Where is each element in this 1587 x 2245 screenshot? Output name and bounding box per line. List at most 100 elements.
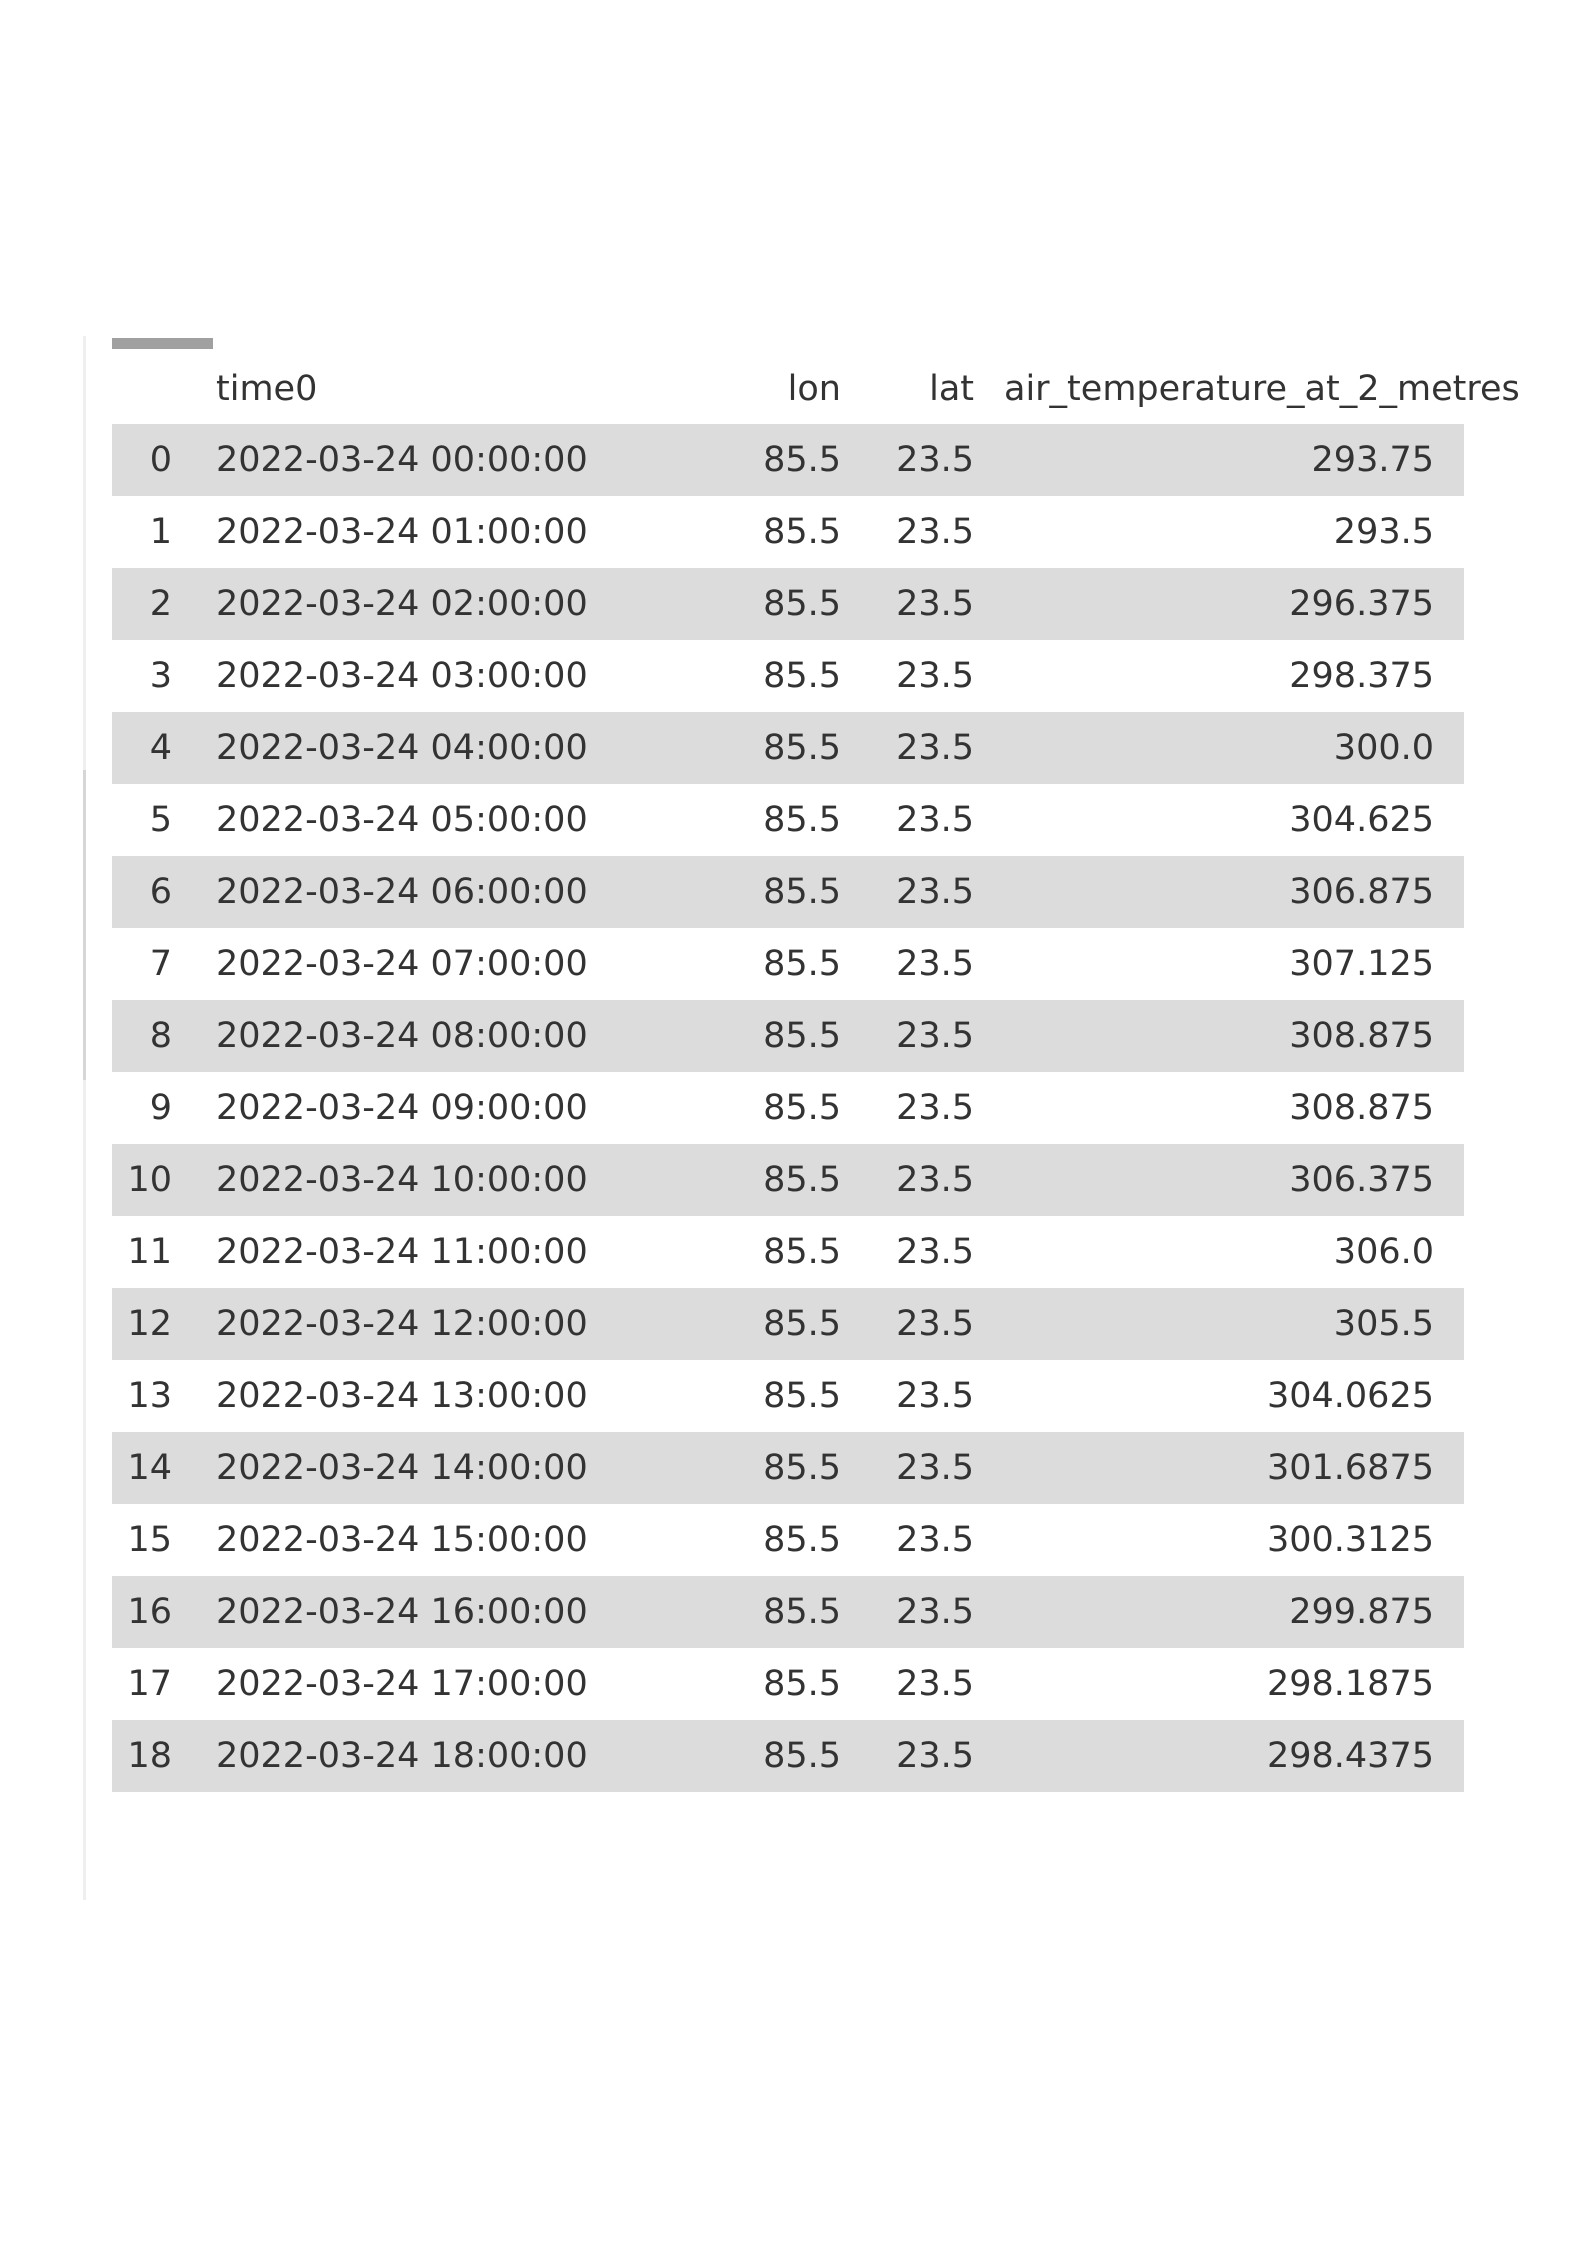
- cell-lon: 85.5: [763, 511, 841, 552]
- cell-lat: 23.5: [896, 1087, 974, 1128]
- cell-lat: 23.5: [896, 655, 974, 696]
- cell-index: 6: [149, 871, 172, 912]
- header-time0: time0: [216, 369, 318, 409]
- cell-lon: 85.5: [763, 1087, 841, 1128]
- cell-air-temperature: 306.875: [1289, 871, 1434, 912]
- cell-index: 0: [149, 439, 172, 480]
- cell-lat: 23.5: [896, 943, 974, 984]
- table-row: 10 2022-03-24 10:00:00 85.5 23.5 306.375: [112, 1144, 1464, 1216]
- cell-time0: 2022-03-24 18:00:00: [216, 1735, 588, 1776]
- index-header-marker: [112, 338, 213, 349]
- table-row: 2 2022-03-24 02:00:00 85.5 23.5 296.375: [112, 568, 1464, 640]
- cell-air-temperature: 304.0625: [1266, 1375, 1434, 1416]
- cell-air-temperature: 306.0: [1333, 1231, 1434, 1272]
- output-left-border: [83, 336, 86, 1900]
- cell-lat: 23.5: [896, 1015, 974, 1056]
- cell-index: 14: [127, 1447, 172, 1488]
- cell-index: 10: [127, 1159, 172, 1200]
- table-row: 6 2022-03-24 06:00:00 85.5 23.5 306.875: [112, 856, 1464, 928]
- header-lon: lon: [787, 369, 841, 409]
- cell-time0: 2022-03-24 17:00:00: [216, 1663, 588, 1704]
- cell-index: 3: [149, 655, 172, 696]
- cell-air-temperature: 293.75: [1311, 439, 1434, 480]
- cell-time0: 2022-03-24 04:00:00: [216, 727, 588, 768]
- cell-index: 8: [149, 1015, 172, 1056]
- cell-lat: 23.5: [896, 439, 974, 480]
- cell-lat: 23.5: [896, 1447, 974, 1488]
- header-lat: lat: [929, 369, 974, 409]
- cell-index: 12: [127, 1303, 172, 1344]
- cell-lon: 85.5: [763, 1375, 841, 1416]
- cell-time0: 2022-03-24 02:00:00: [216, 583, 588, 624]
- cell-index: 7: [149, 943, 172, 984]
- cell-time0: 2022-03-24 08:00:00: [216, 1015, 588, 1056]
- cell-air-temperature: 293.5: [1333, 511, 1434, 552]
- cell-index: 13: [127, 1375, 172, 1416]
- cell-lat: 23.5: [896, 1663, 974, 1704]
- cell-time0: 2022-03-24 10:00:00: [216, 1159, 588, 1200]
- cell-index: 5: [149, 799, 172, 840]
- cell-lon: 85.5: [763, 439, 841, 480]
- table-row: 7 2022-03-24 07:00:00 85.5 23.5 307.125: [112, 928, 1464, 1000]
- table-row: 3 2022-03-24 03:00:00 85.5 23.5 298.375: [112, 640, 1464, 712]
- cell-index: 15: [127, 1519, 172, 1560]
- cell-index: 18: [127, 1735, 172, 1776]
- table-row: 15 2022-03-24 15:00:00 85.5 23.5 300.3125: [112, 1504, 1464, 1576]
- cell-lat: 23.5: [896, 1519, 974, 1560]
- cell-lon: 85.5: [763, 1735, 841, 1776]
- cell-time0: 2022-03-24 11:00:00: [216, 1231, 588, 1272]
- cell-lon: 85.5: [763, 1591, 841, 1632]
- cell-index: 1: [149, 511, 172, 552]
- table-row: 5 2022-03-24 05:00:00 85.5 23.5 304.625: [112, 784, 1464, 856]
- cell-time0: 2022-03-24 09:00:00: [216, 1087, 588, 1128]
- cell-lat: 23.5: [896, 727, 974, 768]
- cell-air-temperature: 298.1875: [1266, 1663, 1434, 1704]
- cell-air-temperature: 300.0: [1333, 727, 1434, 768]
- cell-time0: 2022-03-24 14:00:00: [216, 1447, 588, 1488]
- table-body: 0 2022-03-24 00:00:00 85.5 23.5 293.75 1 2022-…: [112, 424, 1464, 1792]
- cell-lat: 23.5: [896, 511, 974, 552]
- cell-time0: 2022-03-24 03:00:00: [216, 655, 588, 696]
- table-row: 1 2022-03-24 01:00:00 85.5 23.5 293.5: [112, 496, 1464, 568]
- table-row: 12 2022-03-24 12:00:00 85.5 23.5 305.5: [112, 1288, 1464, 1360]
- cell-lat: 23.5: [896, 1159, 974, 1200]
- table-row: 16 2022-03-24 16:00:00 85.5 23.5 299.875: [112, 1576, 1464, 1648]
- cell-index: 4: [149, 727, 172, 768]
- cell-air-temperature: 307.125: [1289, 943, 1434, 984]
- cell-index: 9: [149, 1087, 172, 1128]
- cell-air-temperature: 301.6875: [1266, 1447, 1434, 1488]
- header-air-temperature: air_temperature_at_2_metres: [1004, 369, 1520, 409]
- cell-lat: 23.5: [896, 1735, 974, 1776]
- table-row: 14 2022-03-24 14:00:00 85.5 23.5 301.6875: [112, 1432, 1464, 1504]
- table-row: 8 2022-03-24 08:00:00 85.5 23.5 308.875: [112, 1000, 1464, 1072]
- cell-lat: 23.5: [896, 583, 974, 624]
- cell-lon: 85.5: [763, 943, 841, 984]
- cell-lon: 85.5: [763, 799, 841, 840]
- cell-index: 17: [127, 1663, 172, 1704]
- cell-lon: 85.5: [763, 1447, 841, 1488]
- cell-lon: 85.5: [763, 727, 841, 768]
- cell-lon: 85.5: [763, 1159, 841, 1200]
- cell-air-temperature: 300.3125: [1266, 1519, 1434, 1560]
- cell-lat: 23.5: [896, 1303, 974, 1344]
- cell-air-temperature: 299.875: [1289, 1591, 1434, 1632]
- cell-lat: 23.5: [896, 1375, 974, 1416]
- header-row: time0 lon lat air_temperature_at_2_metre…: [112, 355, 1520, 424]
- cell-lon: 85.5: [763, 1303, 841, 1344]
- cell-air-temperature: 298.4375: [1266, 1735, 1434, 1776]
- cell-air-temperature: 308.875: [1289, 1087, 1434, 1128]
- cell-time0: 2022-03-24 01:00:00: [216, 511, 588, 552]
- cell-time0: 2022-03-24 00:00:00: [216, 439, 588, 480]
- table-row: 13 2022-03-24 13:00:00 85.5 23.5 304.0625: [112, 1360, 1464, 1432]
- cell-index: 16: [127, 1591, 172, 1632]
- header-index: [112, 355, 198, 424]
- cell-lon: 85.5: [763, 1519, 841, 1560]
- cell-lon: 85.5: [763, 1663, 841, 1704]
- cell-index: 2: [149, 583, 172, 624]
- cell-lon: 85.5: [763, 1015, 841, 1056]
- cell-lon: 85.5: [763, 1231, 841, 1272]
- table-row: 0 2022-03-24 00:00:00 85.5 23.5 293.75: [112, 424, 1464, 496]
- cell-time0: 2022-03-24 12:00:00: [216, 1303, 588, 1344]
- cell-air-temperature: 308.875: [1289, 1015, 1434, 1056]
- cell-air-temperature: 296.375: [1289, 583, 1434, 624]
